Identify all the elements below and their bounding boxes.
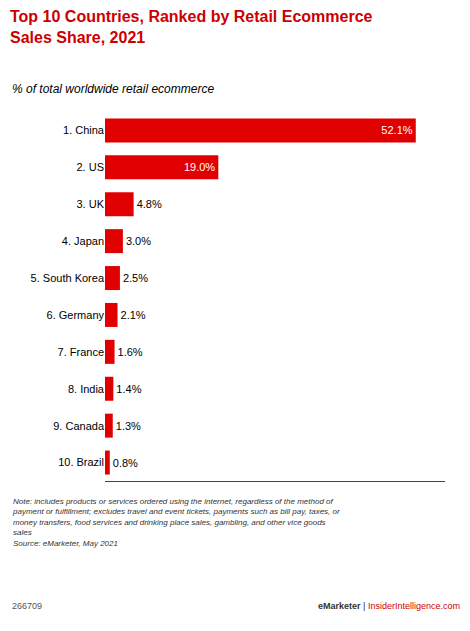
svg-text:2. US: 2. US	[76, 161, 104, 173]
svg-text:1.6%: 1.6%	[118, 346, 143, 358]
svg-text:4. Japan: 4. Japan	[62, 235, 104, 247]
svg-text:1.3%: 1.3%	[116, 420, 141, 432]
svg-text:eMarketer | InsiderIntelligenc: eMarketer | InsiderIntelligence.com	[318, 601, 460, 611]
svg-text:1.4%: 1.4%	[116, 383, 141, 395]
svg-text:52.1%: 52.1%	[381, 124, 412, 136]
svg-text:Top 10 Countries, Ranked by Re: Top 10 Countries, Ranked by Retail Ecomm…	[10, 8, 373, 46]
svg-text:3. UK: 3. UK	[76, 198, 104, 210]
svg-text:266709: 266709	[12, 601, 42, 611]
svg-text:9. Canada: 9. Canada	[53, 420, 105, 432]
svg-text:4.8%: 4.8%	[137, 198, 162, 210]
svg-text:3.0%: 3.0%	[126, 235, 151, 247]
svg-text:10. Brazil: 10. Brazil	[58, 456, 104, 468]
svg-text:19.0%: 19.0%	[184, 161, 215, 173]
svg-text:6. Germany: 6. Germany	[47, 309, 105, 321]
svg-text:2.5%: 2.5%	[123, 272, 148, 284]
svg-text:7. France: 7. France	[58, 346, 104, 358]
svg-text:Note: includes products or ser: Note: includes products or services orde…	[12, 497, 340, 548]
svg-text:0.8%: 0.8%	[113, 457, 138, 469]
svg-text:% of total worldwide retail ec: % of total worldwide retail ecommerce	[12, 82, 214, 96]
svg-text:2.1%: 2.1%	[121, 309, 146, 321]
svg-text:1. China: 1. China	[63, 124, 105, 136]
svg-text:8. India: 8. India	[68, 383, 105, 395]
svg-text:5. South Korea: 5. South Korea	[31, 272, 105, 284]
